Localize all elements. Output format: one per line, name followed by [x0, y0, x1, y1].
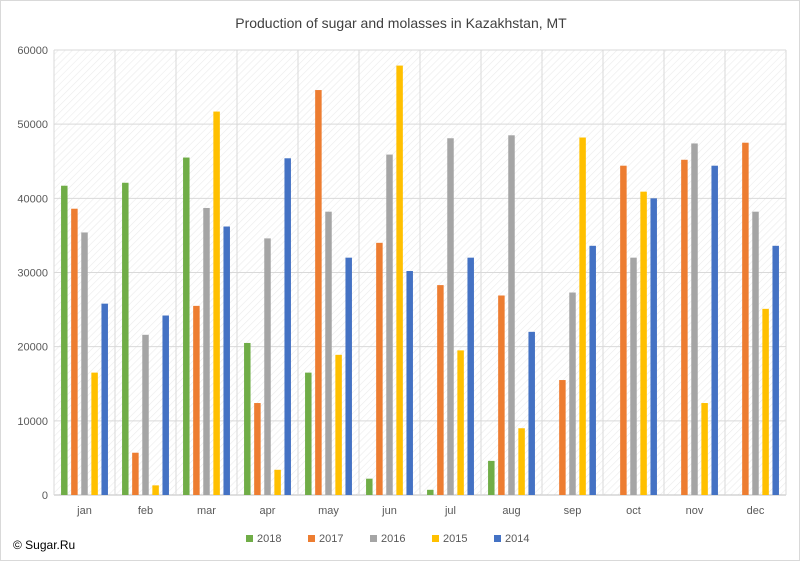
- bar-2017-nov: [681, 159, 688, 495]
- bar-2016-apr: [264, 238, 271, 495]
- x-tick-label: may: [318, 505, 339, 517]
- legend-label-2016: 2016: [381, 533, 405, 545]
- bar-2017-jan: [71, 208, 78, 495]
- bar-2016-dec: [752, 211, 759, 495]
- x-axis: jan feb mar apr may jun jul aug sep oct nov dec: [76, 505, 765, 517]
- bar-2018-jun: [366, 478, 373, 495]
- y-tick-label: 60000: [17, 45, 48, 57]
- legend-swatch-2015: [432, 535, 439, 542]
- bar-2016-jun: [386, 154, 393, 495]
- bar-2016-jan: [81, 232, 88, 495]
- bar-2017-feb: [132, 452, 139, 495]
- bar-2015-dec: [762, 308, 769, 495]
- bar-2016-may: [325, 211, 332, 495]
- y-tick-label: 0: [42, 490, 48, 502]
- bar-2018-apr: [244, 342, 251, 495]
- x-tick-label: jun: [381, 505, 397, 517]
- bar-2014-aug: [528, 331, 535, 495]
- bar-2017-aug: [498, 295, 505, 495]
- bar-2014-sep: [589, 245, 596, 495]
- x-tick-label: oct: [626, 505, 641, 517]
- bar-2014-mar: [223, 226, 230, 495]
- y-axis: 0 10000 20000 30000 40000 50000 60000: [17, 45, 48, 502]
- x-tick-label: jan: [76, 505, 92, 517]
- bar-2016-oct: [630, 257, 637, 495]
- legend-label-2018: 2018: [257, 533, 281, 545]
- bar-2014-oct: [650, 198, 657, 496]
- chart-title: Production of sugar and molasses in Kaza…: [235, 15, 567, 31]
- bar-2015-oct: [640, 191, 647, 496]
- legend-label-2017: 2017: [319, 533, 343, 545]
- bar-2018-jan: [61, 185, 68, 495]
- x-tick-label: aug: [502, 505, 520, 517]
- legend-label-2014: 2014: [505, 533, 529, 545]
- bar-2015-sep: [579, 137, 586, 495]
- copyright-text: © Sugar.Ru: [13, 538, 76, 552]
- x-tick-label: sep: [564, 505, 582, 517]
- bar-2017-mar: [193, 305, 200, 495]
- x-tick-label: jul: [444, 505, 456, 517]
- legend-swatch-2017: [308, 535, 315, 542]
- bar-2015-mar: [213, 111, 220, 495]
- bar-2018-may: [305, 372, 312, 495]
- bar-2014-may: [345, 257, 352, 495]
- bar-2016-aug: [508, 135, 515, 495]
- bar-2015-jun: [396, 65, 403, 495]
- bar-2015-apr: [274, 469, 281, 495]
- bar-2017-oct: [620, 165, 627, 495]
- y-tick-label: 40000: [17, 193, 48, 205]
- x-tick-label: apr: [260, 505, 276, 517]
- bar-2015-jul: [457, 350, 464, 495]
- bar-2016-sep: [569, 292, 576, 495]
- bar-2016-nov: [691, 143, 698, 495]
- x-tick-label: feb: [138, 505, 153, 517]
- bar-2016-jul: [447, 138, 454, 495]
- bar-2014-dec: [772, 245, 779, 495]
- legend-swatch-2016: [370, 535, 377, 542]
- bar-2018-mar: [183, 157, 190, 495]
- legend-label-2015: 2015: [443, 533, 467, 545]
- bar-series: [61, 65, 779, 496]
- y-tick-label: 30000: [17, 268, 48, 280]
- y-tick-label: 10000: [17, 416, 48, 428]
- bar-2017-jun: [376, 242, 383, 495]
- bar-2014-nov: [711, 165, 718, 495]
- bar-2018-jul: [427, 489, 434, 495]
- bar-2016-feb: [142, 334, 149, 495]
- y-tick-label: 20000: [17, 342, 48, 354]
- bar-2014-jul: [467, 257, 474, 495]
- bar-2018-feb: [122, 182, 129, 495]
- bar-2016-mar: [203, 207, 210, 495]
- legend-swatch-2014: [494, 535, 501, 542]
- bar-2018-aug: [488, 460, 495, 495]
- bar-2015-nov: [701, 403, 708, 495]
- bar-2014-feb: [162, 315, 169, 495]
- bar-2014-jan: [101, 303, 108, 495]
- gridlines: [53, 49, 787, 496]
- bar-2014-jun: [406, 271, 413, 495]
- bar-2014-apr: [284, 158, 291, 496]
- bar-2017-apr: [254, 403, 261, 495]
- bar-2017-jul: [437, 285, 444, 495]
- bar-2017-dec: [742, 142, 749, 496]
- bar-2015-may: [335, 354, 342, 495]
- bar-2015-feb: [152, 485, 159, 495]
- y-tick-label: 50000: [17, 119, 48, 131]
- x-tick-label: dec: [747, 505, 765, 517]
- bar-2015-aug: [518, 428, 525, 495]
- x-tick-label: mar: [197, 505, 216, 517]
- bar-2017-sep: [559, 380, 566, 495]
- legend-swatch-2018: [246, 535, 253, 542]
- bar-2017-may: [315, 90, 322, 496]
- legend: 2018 2017 2016 2015 2014: [246, 533, 529, 545]
- bar-2015-jan: [91, 372, 98, 495]
- x-tick-label: nov: [686, 505, 704, 517]
